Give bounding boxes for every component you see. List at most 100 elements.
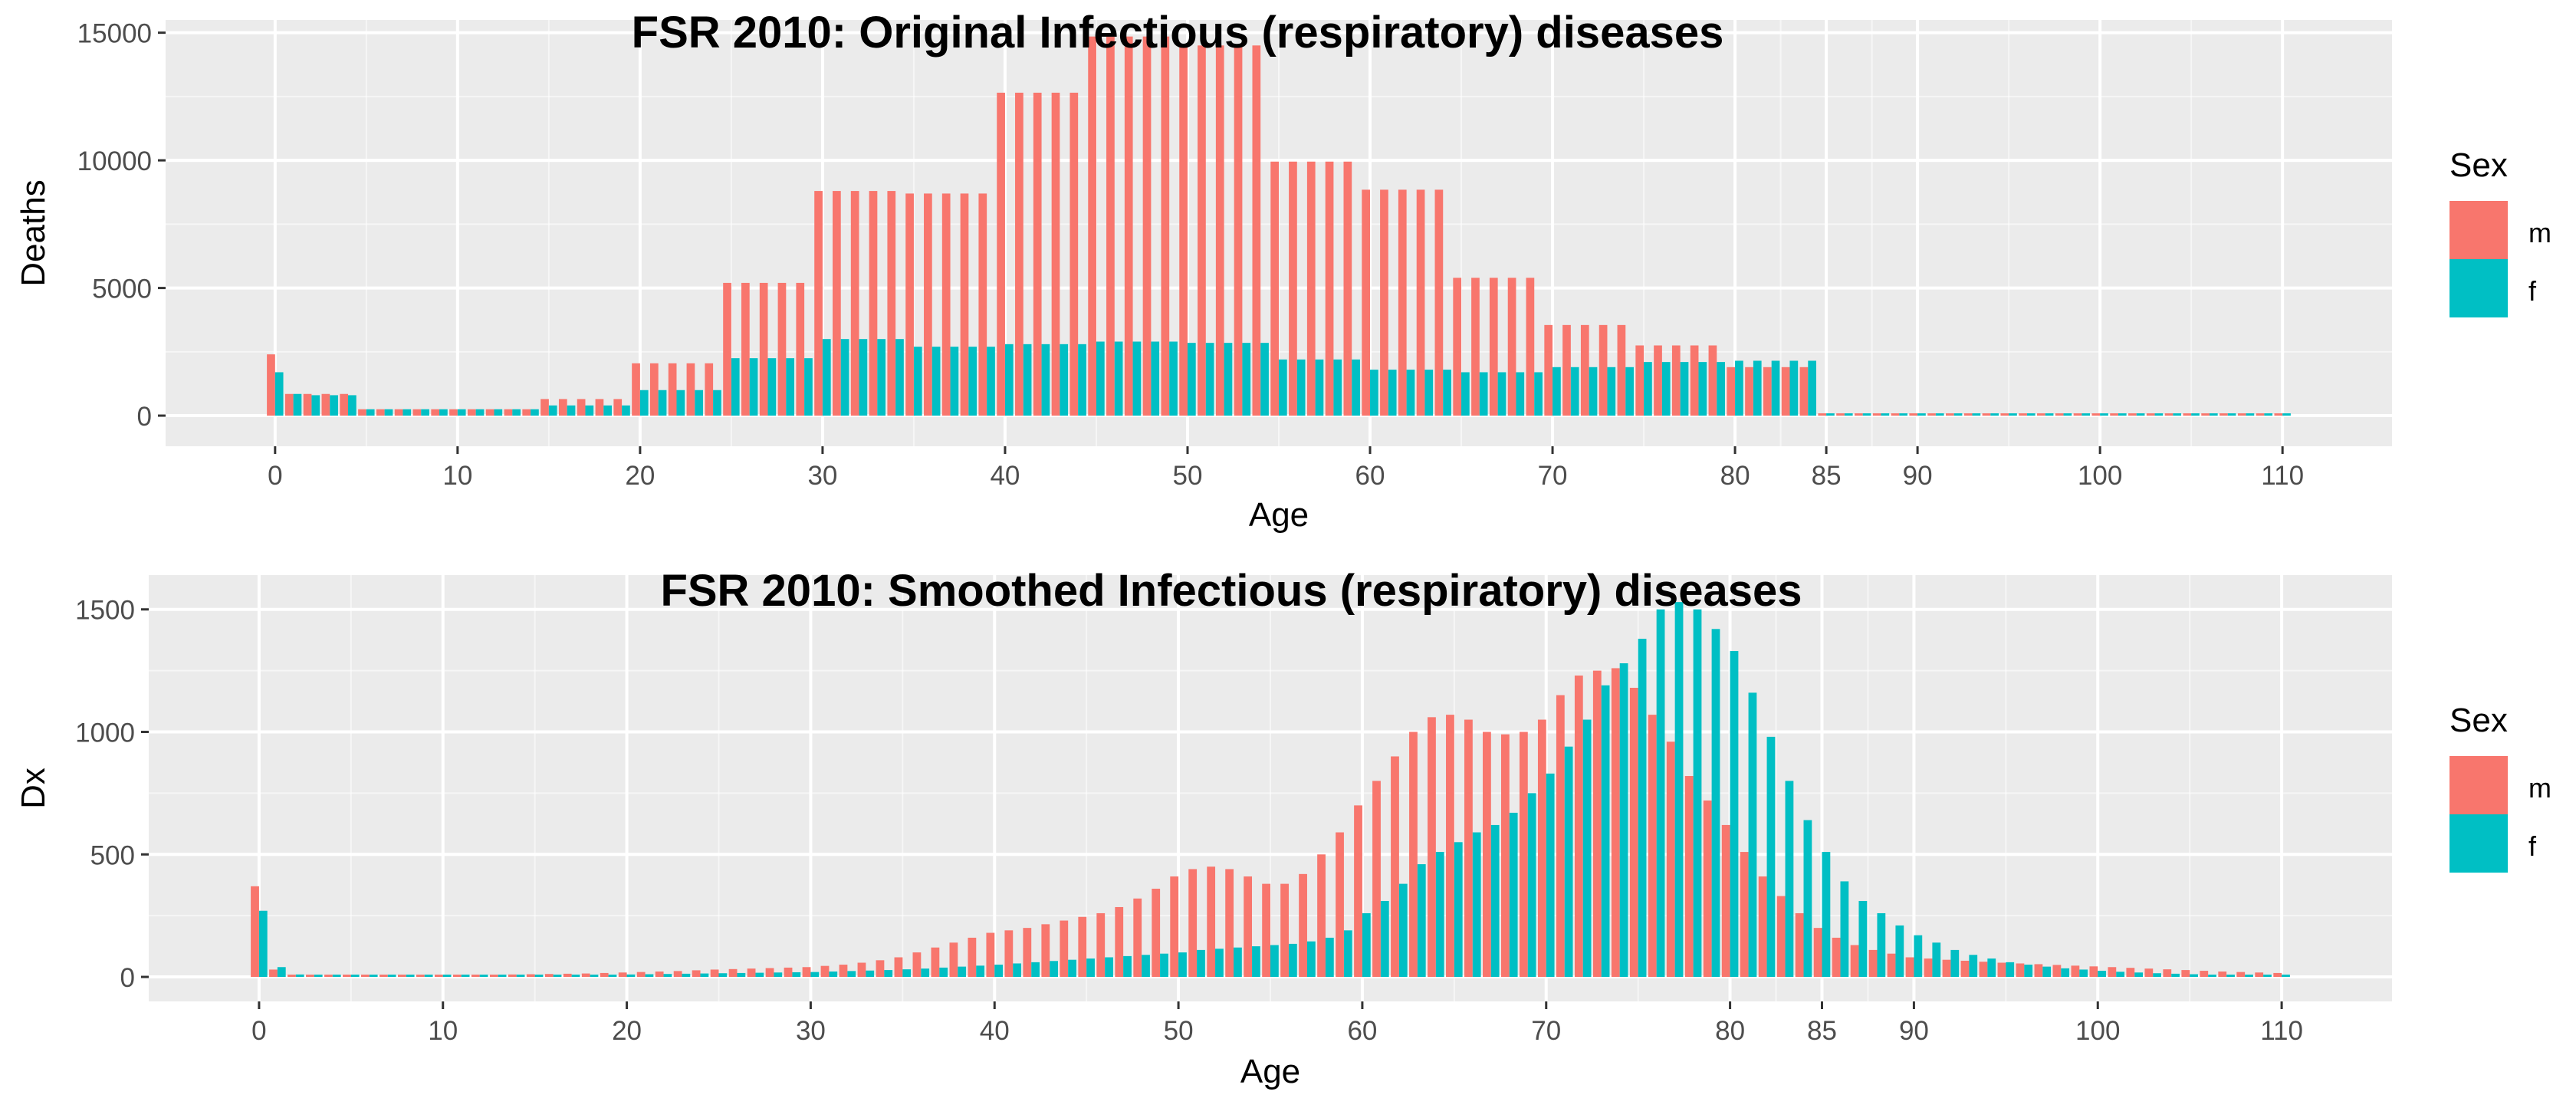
bar-f-age-33 xyxy=(866,970,875,978)
bar-m-age-26 xyxy=(728,968,738,978)
bar-m-age-15 xyxy=(540,399,549,416)
bar-m-age-12 xyxy=(471,975,480,978)
bar-f-age-50 xyxy=(1187,343,1196,416)
x-tick-label: 20 xyxy=(612,1016,642,1046)
bar-f-age-54 xyxy=(1260,343,1269,416)
bar-f-age-9 xyxy=(424,975,433,978)
x-tick-label: 85 xyxy=(1812,461,1842,491)
bar-m-age-14 xyxy=(522,409,531,416)
bar-m-age-92 xyxy=(1946,413,1954,416)
bar-m-age-109 xyxy=(2255,972,2264,978)
bar-f-age-74 xyxy=(1625,367,1634,416)
bar-m-age-58 xyxy=(1317,854,1326,978)
bar-m-age-45 xyxy=(1088,36,1096,416)
bar-m-age-99 xyxy=(2071,965,2080,978)
bar-m-age-77 xyxy=(1671,345,1681,416)
panel-2-x-ticks: 0 10 20 30 40 50 60 70 80 85 90 100 110 xyxy=(251,1001,2303,1046)
bar-f-age-49 xyxy=(1169,341,1178,416)
bar-m-age-48 xyxy=(1142,36,1152,416)
legend-swatch-m-2 xyxy=(2450,756,2508,814)
bar-f-age-38 xyxy=(958,966,967,978)
bar-m-age-10 xyxy=(449,409,458,416)
bar-m-age-81 xyxy=(1745,367,1753,416)
bar-f-age-15 xyxy=(548,405,557,416)
bar-f-age-7 xyxy=(402,409,412,416)
bar-f-age-104 xyxy=(2171,973,2180,978)
bar-f-age-2 xyxy=(295,974,304,978)
bar-f-age-98 xyxy=(2061,968,2070,978)
x-tick-label: 110 xyxy=(2260,1016,2303,1046)
bar-f-age-9 xyxy=(439,409,448,416)
bar-f-age-37 xyxy=(950,347,959,416)
x-tick-label: 0 xyxy=(251,1016,266,1046)
bar-m-age-34 xyxy=(876,960,885,978)
bar-m-age-38 xyxy=(960,193,969,416)
panel-2-bars xyxy=(251,602,2290,978)
bar-f-age-22 xyxy=(676,390,685,416)
bar-m-age-93 xyxy=(1960,960,1970,978)
bar-f-age-77 xyxy=(1680,362,1689,416)
bar-f-age-13 xyxy=(498,975,507,978)
x-tick-label: 40 xyxy=(980,1016,1010,1046)
bar-m-age-30 xyxy=(802,967,811,978)
bar-m-age-8 xyxy=(412,409,422,416)
bar-m-age-11 xyxy=(452,975,462,978)
bar-f-age-19 xyxy=(622,405,630,416)
bar-f-age-42 xyxy=(1041,344,1050,416)
bar-f-age-70 xyxy=(1546,773,1555,978)
y-tick-label: 5000 xyxy=(92,275,152,304)
bar-f-age-32 xyxy=(847,971,856,978)
bar-m-age-43 xyxy=(1051,92,1060,416)
bar-m-age-74 xyxy=(1617,324,1626,416)
bar-f-age-101 xyxy=(2116,972,2125,978)
bar-f-age-51 xyxy=(1205,343,1214,416)
bar-f-age-108 xyxy=(2246,413,2255,416)
bar-m-age-70 xyxy=(1537,719,1546,978)
bar-f-age-47 xyxy=(1123,955,1132,978)
bar-m-age-0 xyxy=(267,354,275,416)
bar-f-age-103 xyxy=(2153,973,2161,978)
bar-f-age-18 xyxy=(590,975,599,978)
bar-m-age-33 xyxy=(857,962,866,978)
bar-f-age-23 xyxy=(695,390,704,416)
bar-m-age-75 xyxy=(1635,345,1644,416)
bar-f-age-83 xyxy=(1785,781,1794,978)
bar-f-age-16 xyxy=(567,405,576,416)
bar-f-age-23 xyxy=(682,973,691,978)
bar-f-age-105 xyxy=(2191,413,2200,416)
bar-f-age-46 xyxy=(1114,341,1123,416)
bar-m-age-76 xyxy=(1654,345,1662,416)
x-tick-label: 60 xyxy=(1347,1016,1377,1046)
bar-f-age-26 xyxy=(737,972,746,978)
bar-m-age-67 xyxy=(1489,278,1498,416)
bar-m-age-59 xyxy=(1343,161,1352,416)
panel-1-x-ticks: 0 10 20 30 40 50 60 70 80 85 90 100 110 xyxy=(268,446,2304,491)
bar-f-age-81 xyxy=(1753,360,1762,416)
panel-1-y-ticks: 0 5000 10000 15000 xyxy=(77,19,166,432)
bar-f-age-24 xyxy=(713,390,721,416)
bar-m-age-53 xyxy=(1225,869,1234,978)
bar-f-age-60 xyxy=(1362,912,1371,978)
bar-f-age-55 xyxy=(1270,945,1279,978)
bar-m-age-91 xyxy=(1927,413,1936,416)
bar-m-age-89 xyxy=(1891,413,1900,416)
bar-m-age-78 xyxy=(1684,776,1694,978)
bar-m-age-101 xyxy=(2108,967,2117,978)
bar-m-age-87 xyxy=(1854,413,1863,416)
bar-m-age-71 xyxy=(1562,324,1571,416)
bar-m-age-95 xyxy=(2000,413,2009,416)
bar-f-age-1 xyxy=(293,393,302,416)
bar-f-age-35 xyxy=(913,347,922,416)
x-tick-label: 0 xyxy=(268,461,282,491)
bar-f-age-31 xyxy=(840,339,849,416)
bar-f-age-56 xyxy=(1288,943,1297,978)
bar-f-age-61 xyxy=(1388,370,1397,416)
bar-f-age-78 xyxy=(1693,609,1702,978)
bar-m-age-60 xyxy=(1354,805,1362,978)
bar-m-age-81 xyxy=(1740,852,1749,978)
bar-m-age-75 xyxy=(1629,687,1638,978)
bar-f-age-35 xyxy=(902,969,912,978)
chart-title-1: FSR 2010: Original Infectious (respirato… xyxy=(632,8,1724,58)
bar-m-age-0 xyxy=(251,886,259,978)
bar-f-age-0 xyxy=(274,372,284,416)
